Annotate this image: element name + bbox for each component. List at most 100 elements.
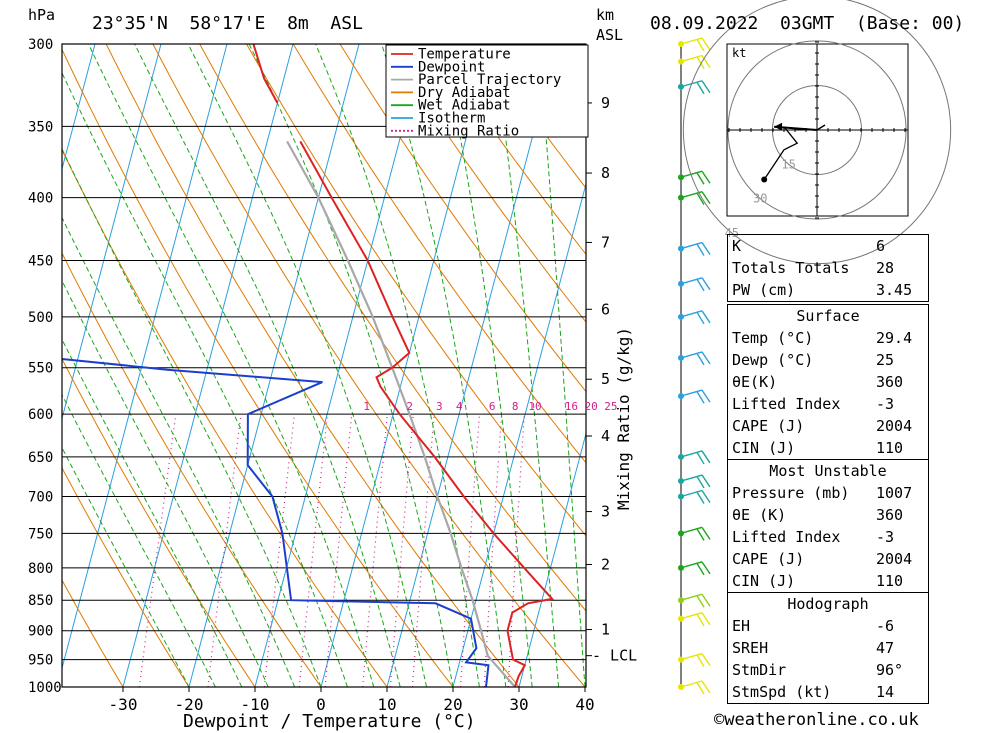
pressure-tick-label: 350 bbox=[28, 119, 53, 135]
mixing-ratio-axis-label: Mixing Ratio (g/kg) bbox=[614, 327, 633, 510]
km-tick-label: 7 bbox=[601, 233, 610, 251]
temperature-tick-label: 20 bbox=[443, 695, 462, 714]
wind-barb bbox=[678, 310, 711, 325]
legend-label: Parcel Trajectory bbox=[418, 72, 561, 88]
storm-motion-arrowhead bbox=[774, 122, 783, 131]
hodograph-trace bbox=[763, 126, 799, 180]
plot-border bbox=[61, 43, 587, 688]
wind-barb bbox=[678, 561, 711, 576]
wind-barb-feather bbox=[696, 243, 705, 256]
wind-barb-feather bbox=[696, 595, 705, 608]
wind-barb-feather bbox=[701, 351, 711, 365]
surface-row: Dewp (°C) 25 bbox=[732, 351, 895, 369]
wind-barb-staff bbox=[680, 277, 703, 285]
x-axis-label: Dewpoint / Temperature (°C) bbox=[183, 711, 476, 732]
mixing-ratio-tick-label: 10 bbox=[528, 400, 541, 413]
wind-barb-feather bbox=[696, 528, 705, 541]
temperature-tick-label: 40 bbox=[575, 695, 594, 714]
location-title: 23°35'N 58°17'E 8m ASL bbox=[92, 13, 363, 34]
wind-barb-feather bbox=[696, 172, 705, 185]
wind-barb-staff bbox=[680, 241, 703, 250]
wind-barb-feather bbox=[696, 682, 705, 695]
mixing-ratio-tick-label: 20 bbox=[585, 400, 598, 413]
pressure-tick-label: 550 bbox=[28, 361, 53, 377]
km-tick-label: 5 bbox=[601, 370, 610, 388]
hodograph-unit: kt bbox=[732, 46, 746, 60]
dry-adiabat-line bbox=[62, 466, 190, 687]
pressure-tick-label: 400 bbox=[28, 191, 53, 207]
mixing-ratio-line bbox=[263, 414, 295, 687]
wind-barb-feather bbox=[696, 39, 705, 52]
wind-barb-feather bbox=[696, 654, 705, 667]
mixing-ratio-line bbox=[138, 414, 177, 687]
wet-adiabat-line bbox=[538, 44, 586, 687]
temperature-line bbox=[299, 140, 555, 687]
indices-hodograph-table: Hodograph EH -6 SREH 47 StmDir 96° StmSpd (… bbox=[727, 592, 929, 704]
dry-adiabat-line bbox=[339, 44, 586, 393]
pressure-tick-label: 650 bbox=[28, 450, 53, 466]
copyright-footer[interactable]: ©weatheronline.co.uk bbox=[714, 710, 919, 730]
background-lines bbox=[62, 44, 586, 687]
asl-unit: ASL bbox=[596, 26, 623, 44]
wind-barb-feather bbox=[696, 278, 705, 292]
isotherm-line bbox=[386, 44, 558, 687]
wind-barb bbox=[678, 450, 711, 465]
isotherm-line bbox=[518, 431, 586, 687]
surface-row: θE(K) 360 bbox=[732, 373, 904, 391]
most-unstable-row: Pressure (mb) 1007 bbox=[732, 484, 913, 502]
mixing-ratio-line bbox=[207, 414, 242, 687]
wind-barb-staff bbox=[680, 351, 703, 359]
wind-barb-staff bbox=[680, 652, 703, 661]
mixing-ratio-line bbox=[362, 414, 388, 687]
hodograph-row: EH -6 bbox=[732, 617, 895, 635]
dry-adiabat-line bbox=[152, 44, 586, 687]
temperature-tick-label: 0 bbox=[316, 695, 326, 714]
pressure-tick-label: 1000 bbox=[28, 680, 62, 696]
km-tick-label: 2 bbox=[601, 555, 610, 573]
wind-barb bbox=[678, 489, 711, 504]
km-tick-label: 1 bbox=[601, 621, 610, 639]
isotherm-line bbox=[62, 44, 162, 421]
temperature-tick-label: 30 bbox=[509, 695, 528, 714]
wind-barb bbox=[678, 389, 711, 404]
profiles bbox=[62, 44, 555, 687]
wind-barb-feather bbox=[696, 476, 705, 489]
wind-barb bbox=[678, 351, 711, 366]
wind-barb-feather bbox=[696, 353, 705, 366]
wind-barb-staff bbox=[680, 450, 703, 458]
pressure-unit: hPa bbox=[28, 6, 55, 24]
index-totals-totals: Totals Totals 28 bbox=[732, 259, 895, 277]
wind-barb-feather bbox=[701, 474, 711, 488]
km-tick-label: 6 bbox=[601, 300, 610, 318]
mixing-ratio-line bbox=[324, 414, 353, 687]
km-tick-label: 4 bbox=[601, 427, 610, 445]
pressure-tick-label: 700 bbox=[28, 490, 53, 506]
dry-adiabat-line bbox=[246, 44, 586, 537]
legend-label: Dewpoint bbox=[418, 59, 485, 75]
wet-adiabat-line bbox=[248, 44, 454, 687]
wind-barb-feather bbox=[701, 37, 711, 51]
isotherm-line bbox=[122, 44, 294, 687]
most-unstable-title: Most Unstable bbox=[769, 462, 887, 480]
wind-barb-staff bbox=[680, 54, 703, 63]
surface-title: Surface bbox=[796, 307, 860, 325]
indices-surface-table: Surface Temp (°C) 29.4 Dewp (°C) 25 θE(K) 3… bbox=[727, 304, 929, 460]
wind-barb-feather bbox=[696, 192, 705, 206]
indices-most-unstable-table: Most Unstable Pressure (mb) 1007 θE (K) 36… bbox=[727, 459, 929, 593]
wind-barb-feather bbox=[701, 242, 711, 255]
wind-barb-feather bbox=[696, 311, 705, 325]
chart-frame bbox=[61, 43, 587, 688]
hodograph-end-dot bbox=[761, 176, 768, 183]
mixing-ratio-tick-label: 6 bbox=[489, 400, 496, 413]
wind-barb-feather bbox=[701, 526, 711, 540]
wet-adiabat-line bbox=[62, 147, 322, 687]
mixing-ratio-tick-label: 3 bbox=[436, 400, 443, 413]
km-tick-label: 3 bbox=[601, 503, 610, 521]
wind-barb-feather bbox=[696, 613, 705, 627]
legend-label: Temperature bbox=[418, 47, 511, 63]
legend-label: Dry Adiabat bbox=[418, 85, 511, 101]
wind-barb-staff bbox=[680, 680, 703, 688]
hodograph-mean-wind bbox=[816, 124, 826, 131]
